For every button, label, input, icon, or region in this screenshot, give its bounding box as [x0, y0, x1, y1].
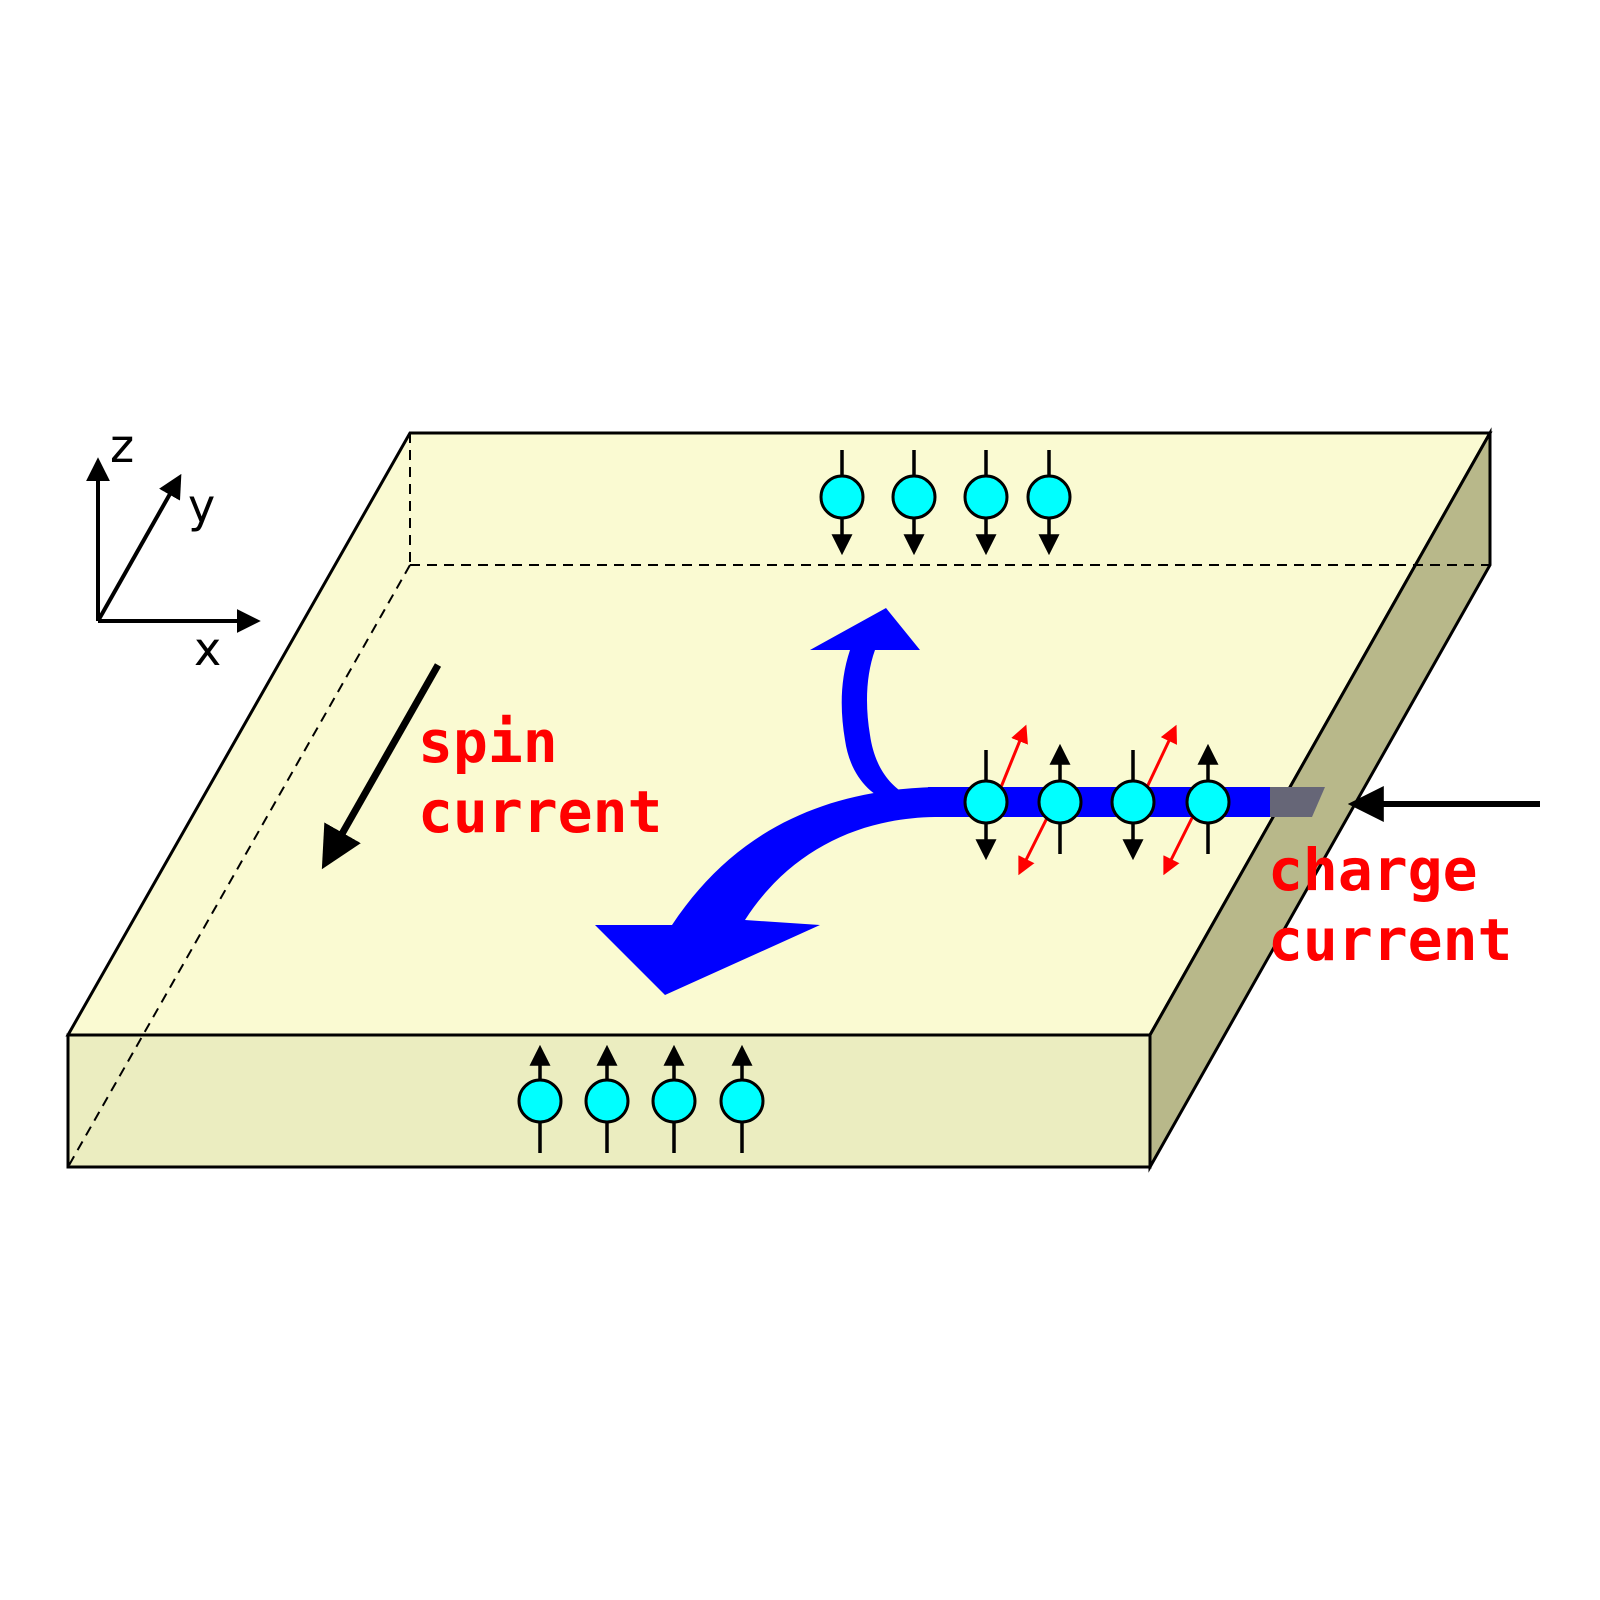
electron: [891, 474, 937, 520]
electron-spin-up: [1185, 743, 1231, 854]
electron-spin-up: [1037, 743, 1083, 854]
slab: [65, 427, 1493, 1173]
spin-current-arrow: [321, 663, 442, 870]
y-axis-arrow: [96, 473, 182, 622]
deflected-upward-arrow: [810, 608, 935, 802]
electron: [517, 1078, 563, 1124]
deflected-downward-arrow: [595, 787, 935, 995]
electron: [651, 1078, 697, 1124]
channel-entry-shadow: [1270, 787, 1325, 817]
hidden-edges: [67, 433, 1490, 1168]
electron-spin-down: [891, 450, 937, 556]
x-axis-label: x: [194, 622, 221, 676]
electron: [819, 474, 865, 520]
electron-spin-down: [1110, 750, 1156, 861]
electron: [1110, 779, 1156, 825]
spin-current-label-line2: current: [418, 778, 662, 846]
coordinate-axes: z y x: [86, 419, 261, 676]
channel-electrons: [963, 724, 1231, 876]
electron: [719, 1078, 765, 1124]
y-axis-label: y: [188, 479, 215, 533]
electron: [1026, 474, 1072, 520]
charge-current-label-line1: charge: [1268, 836, 1478, 904]
z-axis-label: z: [110, 419, 134, 473]
electron-spin-up: [584, 1044, 630, 1153]
electron: [1185, 779, 1231, 825]
top-edge-electrons: [819, 450, 1072, 556]
electron: [963, 474, 1009, 520]
electron-spin-down: [819, 450, 865, 556]
electron: [1037, 779, 1083, 825]
electron: [584, 1078, 630, 1124]
electron-spin-down: [963, 450, 1009, 556]
spin-current-label-line1: spin: [418, 708, 558, 776]
electron-spin-up: [517, 1044, 563, 1153]
electron-spin-up: [719, 1044, 765, 1153]
electron: [963, 779, 1009, 825]
electron-spin-up: [651, 1044, 697, 1153]
charge-current-label-line2: current: [1268, 906, 1512, 974]
front-edge-electrons: [517, 1044, 765, 1153]
electron-spin-down: [1026, 450, 1072, 556]
electron-spin-down: [963, 750, 1009, 861]
